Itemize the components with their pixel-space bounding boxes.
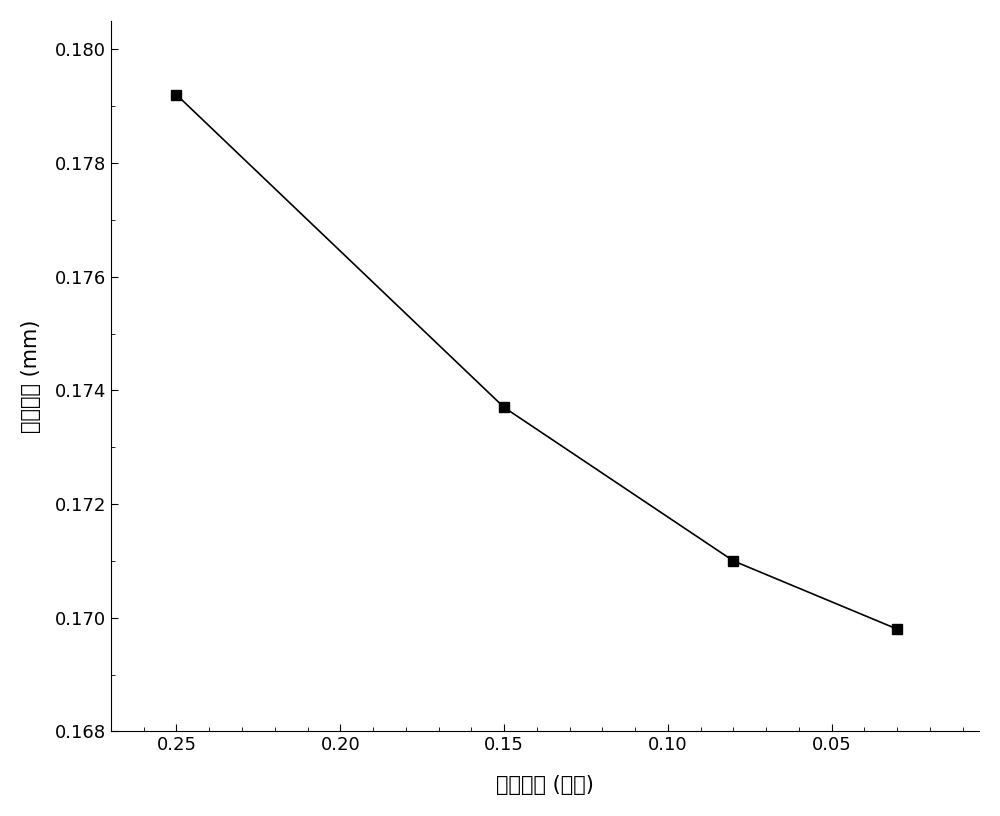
Y-axis label: 最大缝宽 (mm): 最大缝宽 (mm)	[21, 320, 41, 432]
X-axis label: 网格尺寸 (小数): 网格尺寸 (小数)	[496, 775, 594, 795]
